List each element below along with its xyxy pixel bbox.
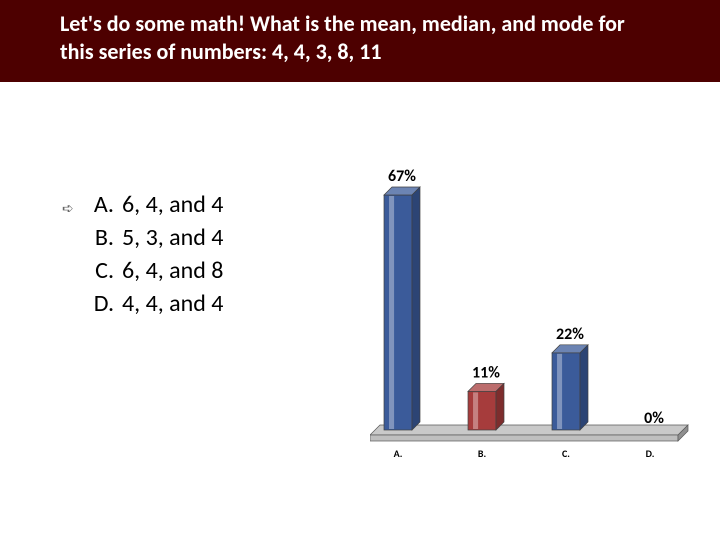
answer-row: A.6, 4, and 4 [80, 190, 223, 219]
svg-text:D.: D. [646, 447, 655, 460]
answer-row: D.4, 4, and 4 [80, 289, 223, 318]
answer-row: C.6, 4, and 8 [80, 256, 223, 285]
question-banner: Let's do some math! What is the mean, me… [0, 0, 720, 82]
answer-text: 6, 4, and 4 [114, 190, 223, 219]
svg-text:C.: C. [562, 447, 570, 460]
svg-text:0%: 0% [644, 409, 664, 428]
answer-text: 4, 4, and 4 [114, 289, 223, 318]
answer-text: 5, 3, and 4 [114, 223, 223, 252]
svg-text:A.: A. [394, 447, 403, 460]
answer-bullet: ➪ [62, 200, 74, 217]
answer-list: A.6, 4, and 4 B.5, 3, and 4 C.6, 4, and … [80, 190, 223, 322]
answer-letter: B. [80, 223, 114, 252]
svg-text:11%: 11% [472, 363, 500, 382]
svg-text:B.: B. [478, 447, 487, 460]
question-text: Let's do some math! What is the mean, me… [60, 10, 660, 65]
svg-text:22%: 22% [556, 325, 584, 344]
answer-letter: D. [80, 289, 114, 318]
answer-letter: A. [80, 190, 114, 219]
answer-text: 6, 4, and 8 [114, 256, 223, 285]
answer-letter: C. [80, 256, 114, 285]
svg-text:67%: 67% [388, 167, 416, 186]
answer-row: B.5, 3, and 4 [80, 223, 223, 252]
results-bar-chart: 67% A. 11% B. 22% C. 0% D. [370, 145, 700, 475]
